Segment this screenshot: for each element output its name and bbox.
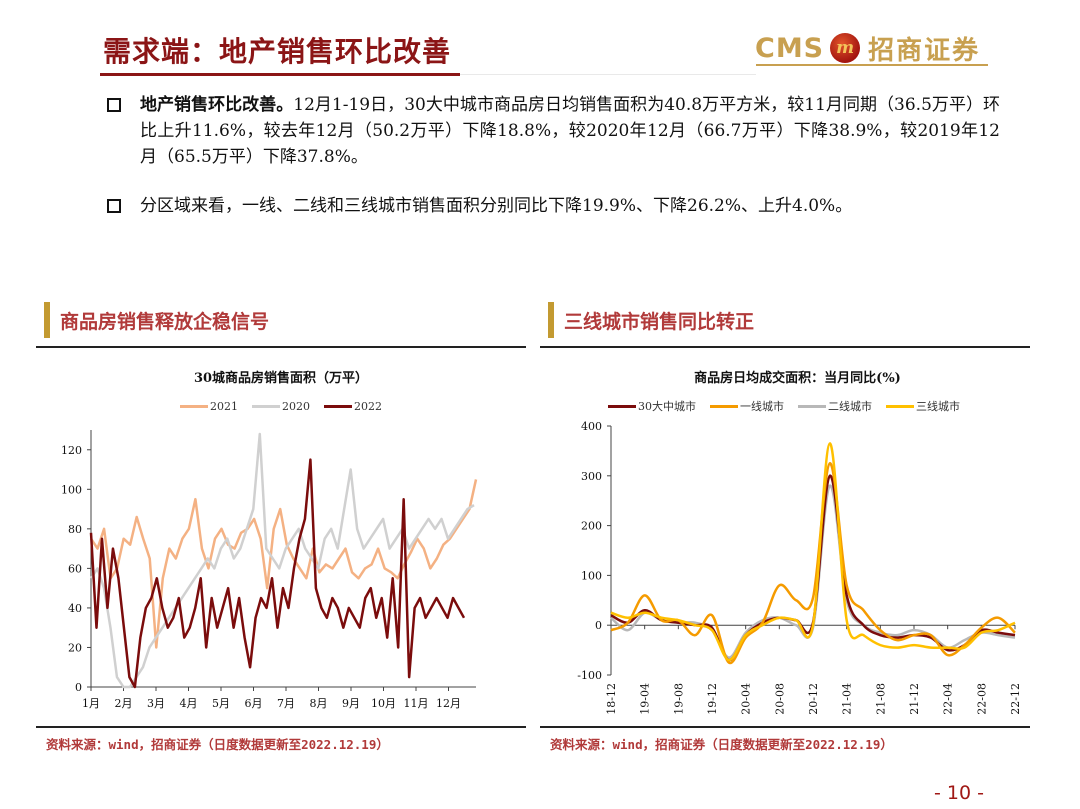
legend-item-30-cities: 30大中城市	[608, 398, 696, 414]
legend-item-2020: 2020	[252, 400, 310, 413]
bullet-point-2: 分区域来看，一线、二线和三线城市销售面积分别同比下降19.9%、下降26.2%、…	[107, 193, 1000, 219]
header-rule-thin	[460, 74, 756, 75]
cms-logo: CMS m 招商证券	[755, 28, 980, 68]
svg-text:22-12: 22-12	[1009, 683, 1022, 715]
svg-text:100: 100	[581, 569, 602, 582]
svg-text:0: 0	[595, 619, 602, 632]
square-bullet-icon	[107, 98, 121, 112]
square-bullet-icon	[107, 199, 121, 213]
logo-badge-icon: m	[830, 33, 861, 63]
svg-text:0: 0	[75, 681, 82, 694]
left-chart-legend: 2021 2020 2022	[180, 400, 382, 413]
svg-text:4月: 4月	[180, 697, 198, 710]
page-number: - 10 -	[934, 782, 984, 804]
bullet-text: 地产销售环比改善。12月1-19日，30大中城市商品房日均销售面积为40.8万平…	[140, 92, 1000, 170]
right-section-title: 三线城市销售同比转正	[564, 310, 755, 333]
svg-text:80: 80	[68, 523, 82, 536]
bullet-text: 分区域来看，一线、二线和三线城市销售面积分别同比下降19.9%、下降26.2%、…	[140, 193, 1000, 219]
bullet-point-1: 地产销售环比改善。12月1-19日，30大中城市商品房日均销售面积为40.8万平…	[107, 92, 1000, 170]
legend-swatch	[798, 404, 826, 408]
svg-text:20-12: 20-12	[807, 683, 820, 715]
svg-text:20: 20	[68, 641, 82, 654]
svg-text:21-04: 21-04	[841, 683, 854, 715]
logo-cms-text: CMS	[755, 32, 825, 64]
legend-swatch	[252, 405, 280, 408]
svg-text:19-12: 19-12	[706, 683, 719, 715]
legend-swatch	[608, 404, 636, 408]
svg-text:19-04: 19-04	[639, 683, 652, 715]
bullet-lead: 地产销售环比改善。	[140, 95, 294, 115]
right-section-header: 三线城市销售同比转正	[548, 302, 754, 338]
header-rule	[100, 73, 460, 76]
svg-text:9月: 9月	[342, 697, 360, 710]
svg-text:-100: -100	[577, 669, 602, 682]
left-source-rule	[36, 726, 526, 728]
svg-text:8月: 8月	[310, 697, 328, 710]
svg-text:60: 60	[68, 562, 82, 575]
legend-swatch	[886, 404, 914, 408]
left-section-title: 商品房销售释放企稳信号	[60, 310, 270, 333]
legend-item-2022: 2022	[324, 400, 382, 413]
svg-text:19-08: 19-08	[672, 683, 685, 715]
svg-text:22-08: 22-08	[975, 683, 988, 715]
svg-text:2月: 2月	[115, 697, 133, 710]
bullet-body: 分区域来看，一线、二线和三线城市销售面积分别同比下降19.9%、下降26.2%、…	[140, 196, 853, 216]
left-section-header: 商品房销售释放企稳信号	[44, 302, 269, 338]
legend-swatch	[324, 405, 352, 408]
page-title: 需求端：地产销售环比改善	[103, 35, 452, 68]
legend-item-tier3: 三线城市	[886, 398, 960, 414]
section-accent-bar	[44, 302, 50, 338]
svg-text:200: 200	[581, 520, 602, 533]
svg-text:10月: 10月	[371, 697, 396, 710]
svg-text:21-12: 21-12	[908, 683, 921, 715]
section-accent-bar	[548, 302, 554, 338]
logo-underline	[756, 64, 988, 66]
right-chart-legend: 30大中城市 一线城市 二线城市 三线城市	[608, 398, 960, 414]
svg-text:22-04: 22-04	[942, 683, 955, 715]
logo-cn-text: 招商证券	[868, 35, 981, 66]
svg-text:400: 400	[581, 420, 602, 433]
legend-swatch	[180, 405, 208, 408]
left-source-note: 资料来源：wind，招商证券（日度数据更新至2022.12.19）	[46, 737, 389, 752]
svg-text:120: 120	[61, 444, 82, 457]
right-chart-title: 商品房日均成交面积：当月同比(%)	[694, 371, 901, 386]
legend-item-tier2: 二线城市	[798, 398, 872, 414]
svg-text:21-08: 21-08	[874, 683, 887, 715]
left-section-rule	[36, 346, 526, 348]
svg-text:11月: 11月	[404, 697, 429, 710]
left-line-chart: 0 20 40 60 80 100 120 1月 2月 3月 4月 5月 6月 7月 8月 9月 10月 11月 1…	[61, 430, 478, 710]
svg-text:7月: 7月	[277, 697, 295, 710]
svg-text:5月: 5月	[212, 697, 230, 710]
legend-swatch	[710, 404, 738, 408]
svg-text:300: 300	[581, 470, 602, 483]
legend-item-tier1: 一线城市	[710, 398, 784, 414]
svg-text:20-04: 20-04	[740, 683, 753, 715]
right-source-rule	[540, 726, 1030, 728]
svg-text:3月: 3月	[147, 697, 165, 710]
svg-text:18-12: 18-12	[605, 683, 618, 715]
svg-text:12月: 12月	[436, 697, 461, 710]
right-section-rule	[540, 346, 1030, 348]
svg-text:1月: 1月	[82, 697, 100, 710]
svg-text:20-08: 20-08	[773, 683, 786, 715]
bullet-body: 12月1-19日，30大中城市商品房日均销售面积为40.8万平方米，较11月同期…	[140, 95, 1001, 167]
svg-text:6月: 6月	[245, 697, 263, 710]
right-source-note: 资料来源：wind，招商证券（日度数据更新至2022.12.19）	[550, 737, 893, 752]
svg-text:40: 40	[68, 602, 82, 615]
svg-text:100: 100	[61, 483, 82, 496]
right-line-chart: -100 0 100 200 300 400 18-12 19-04 19-08 19-12 20-…	[577, 420, 1022, 715]
left-chart-title: 30城商品房销售面积（万平）	[193, 371, 369, 386]
legend-item-2021: 2021	[180, 400, 238, 413]
